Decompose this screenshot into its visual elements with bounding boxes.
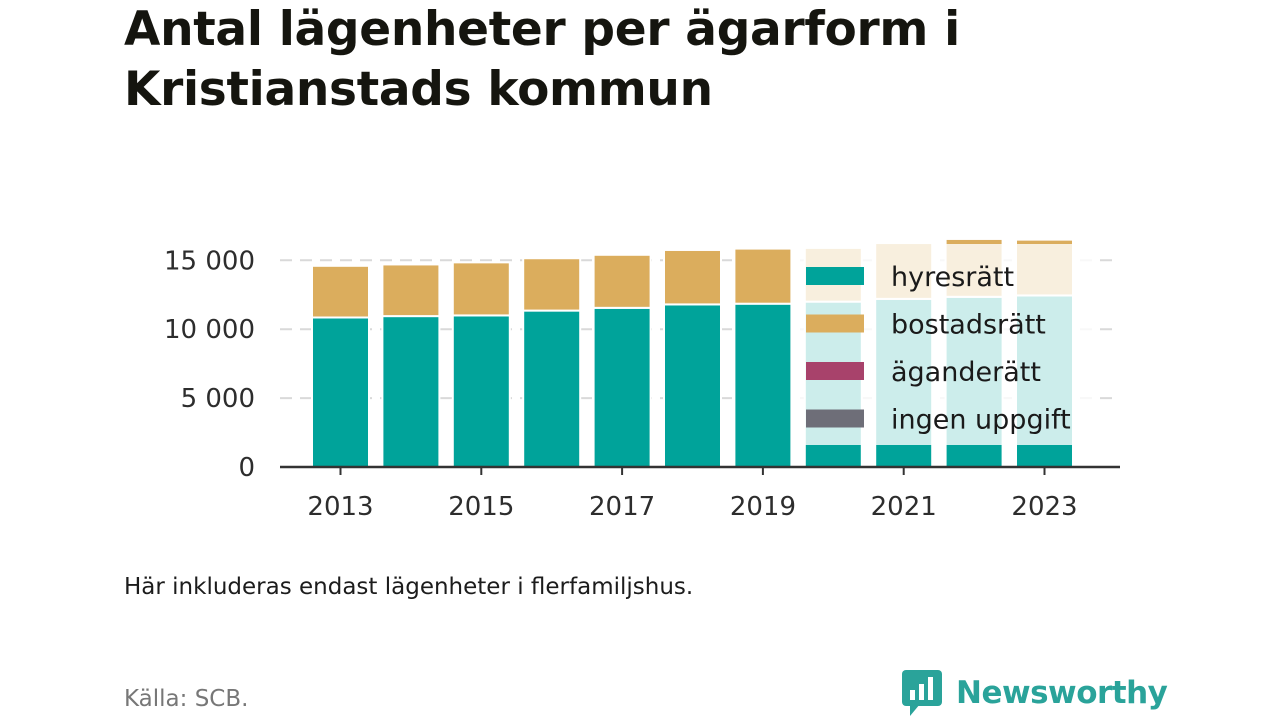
bar-segment xyxy=(311,316,370,468)
bar-segment xyxy=(311,264,370,319)
newsworthy-logo: Newsworthy xyxy=(902,670,1168,716)
legend-swatch xyxy=(806,409,864,428)
legend-label: bostadsrätt xyxy=(891,310,1046,341)
legend-swatch xyxy=(806,314,864,333)
x-tick-label: 2015 xyxy=(448,492,514,522)
bar-segment xyxy=(733,247,793,305)
y-tick-label: 15 000 xyxy=(164,246,255,276)
brand-name: Newsworthy xyxy=(956,675,1168,711)
bar-segment xyxy=(451,261,511,317)
source-text: Källa: SCB. xyxy=(124,686,249,712)
x-tick-label: 2019 xyxy=(730,492,796,522)
bar-segment xyxy=(663,248,722,306)
axes: 0 5 000 10 000 15 000 2013 2015 2017 2019 2021 20… xyxy=(164,246,1120,522)
newsworthy-icon xyxy=(902,670,942,716)
bar-segment xyxy=(592,253,652,309)
legend-label: hyresrätt xyxy=(891,262,1014,293)
bar-segment xyxy=(663,303,722,468)
bar-segment xyxy=(381,315,441,469)
x-tick-label: 2021 xyxy=(871,492,937,522)
x-tick-label: 2013 xyxy=(307,492,373,522)
legend-background xyxy=(793,244,1096,445)
legend-label: ingen uppgift xyxy=(891,405,1071,436)
chart-title: Antal lägenheter per ägarform i Kristian… xyxy=(124,2,960,117)
bar-segment xyxy=(451,314,511,469)
x-tick-label: 2023 xyxy=(1011,492,1077,522)
bar-segment xyxy=(522,309,582,468)
y-tick-label: 5 000 xyxy=(181,384,255,414)
legend: hyresrätt bostadsrätt äganderätt ingen uppg… xyxy=(793,244,1096,445)
legend-swatch xyxy=(806,267,864,285)
y-tick-label: 0 xyxy=(238,453,255,483)
legend-label: äganderätt xyxy=(891,357,1041,388)
bar-segment xyxy=(733,302,793,468)
x-tick-label: 2017 xyxy=(589,492,655,522)
y-tick-label: 10 000 xyxy=(164,315,255,345)
bar-segment xyxy=(381,263,441,318)
bar-segment xyxy=(592,306,652,468)
legend-swatch xyxy=(806,362,864,380)
bar-segment xyxy=(522,257,582,312)
chart-note: Här inkluderas endast lägenheter i flerf… xyxy=(124,574,694,600)
